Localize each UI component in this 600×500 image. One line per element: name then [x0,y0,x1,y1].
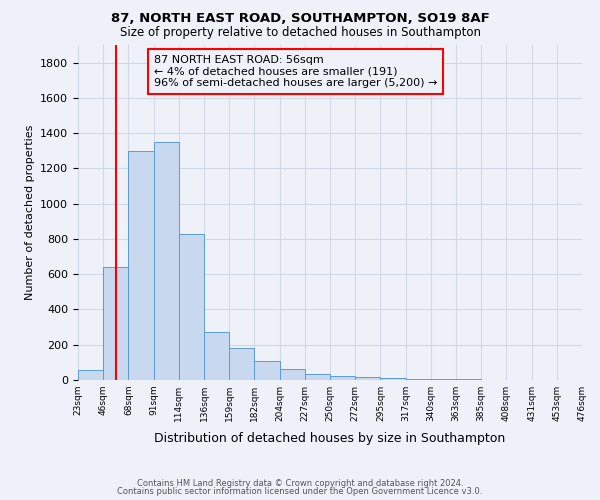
Bar [103,267,128,380]
Bar [280,368,305,380]
Y-axis label: Number of detached properties: Number of detached properties [25,125,35,300]
Text: Contains HM Land Registry data © Crown copyright and database right 2024.: Contains HM Land Registry data © Crown c… [137,478,463,488]
Bar [154,142,179,380]
Bar [305,374,330,380]
Text: 87, NORTH EAST ROAD, SOUTHAMPTON, SO19 8AF: 87, NORTH EAST ROAD, SOUTHAMPTON, SO19 8… [110,12,490,26]
Bar [406,378,431,380]
Bar [78,370,103,380]
Bar [330,376,355,380]
Bar [380,378,406,380]
Bar [204,332,229,380]
Bar [179,234,204,380]
Text: Contains public sector information licensed under the Open Government Licence v3: Contains public sector information licen… [118,487,482,496]
Bar [128,151,154,380]
X-axis label: Distribution of detached houses by size in Southampton: Distribution of detached houses by size … [154,432,506,446]
Text: 87 NORTH EAST ROAD: 56sqm
← 4% of detached houses are smaller (191)
96% of semi-: 87 NORTH EAST ROAD: 56sqm ← 4% of detach… [154,55,437,88]
Bar [431,379,456,380]
Bar [254,362,280,380]
Bar [355,378,380,380]
Text: Size of property relative to detached houses in Southampton: Size of property relative to detached ho… [119,26,481,39]
Bar [229,348,254,380]
